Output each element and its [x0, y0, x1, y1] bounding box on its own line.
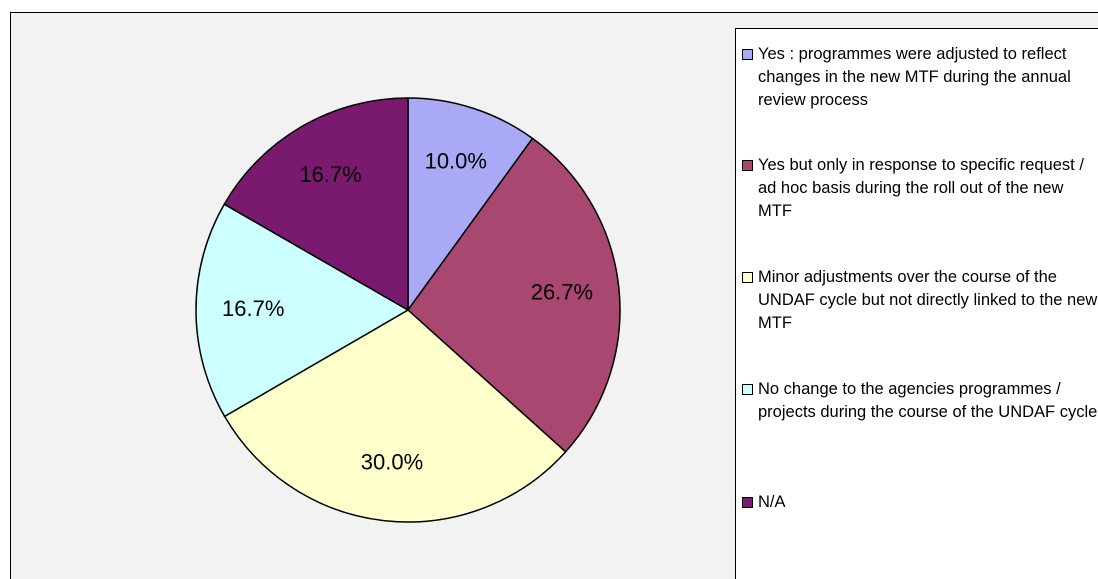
data-label: 26.7% [531, 280, 593, 305]
legend-label: No change to the agencies programmes / p… [758, 380, 1098, 421]
pie-slice [223, 309, 567, 523]
legend: Yes : programmes were adjusted to reflec… [735, 28, 1098, 579]
data-label: 10.0% [425, 149, 487, 174]
pie-slice [407, 97, 534, 313]
data-label: 16.7% [222, 296, 284, 321]
pie-slice [195, 203, 410, 418]
legend-label: N/A [758, 493, 786, 511]
legend-label: Yes but only in response to specific req… [758, 156, 1084, 220]
legend-label: Yes : programmes were adjusted to reflec… [758, 45, 1071, 109]
legend-swatch [742, 497, 753, 508]
data-label: 30.0% [361, 450, 423, 475]
data-label: 16.7% [299, 162, 361, 187]
legend-swatch [742, 160, 753, 171]
pie-slice [223, 97, 409, 312]
legend-swatch [742, 384, 753, 395]
legend-label: Minor adjustments over the course of the… [758, 268, 1098, 332]
chart: 10.0% 26.7% 30.0% 16.7% 16.7% [195, 97, 621, 523]
legend-swatch [742, 272, 753, 283]
legend-swatch [742, 49, 753, 60]
pie-slice [406, 137, 621, 453]
